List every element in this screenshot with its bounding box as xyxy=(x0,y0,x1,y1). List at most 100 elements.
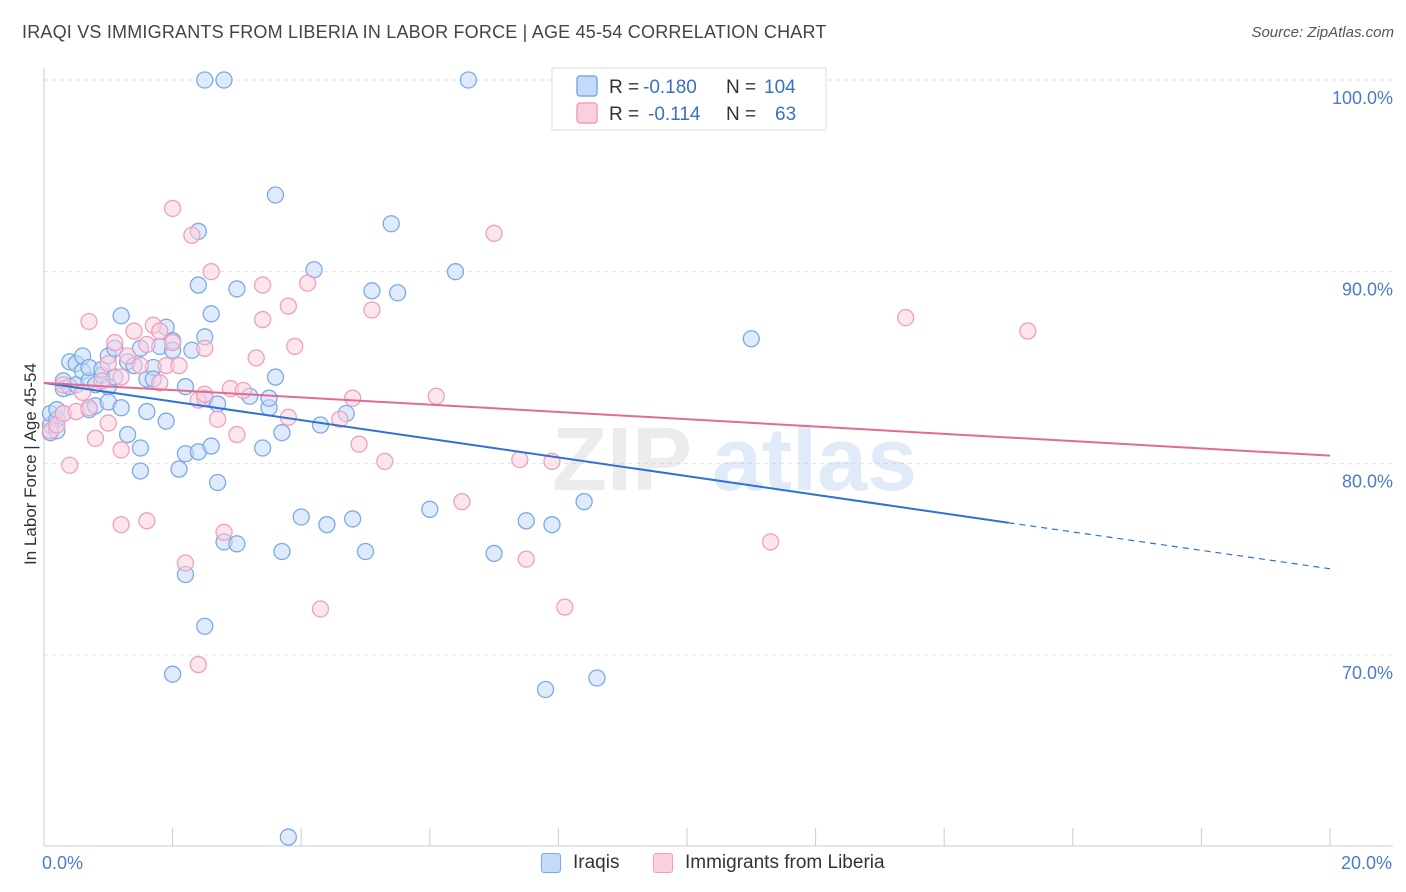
data-point xyxy=(80,399,98,417)
data-point xyxy=(106,333,124,352)
series-liberia xyxy=(41,199,1037,674)
watermark: ZIP atlas xyxy=(552,410,917,510)
data-point xyxy=(228,280,246,298)
data-point xyxy=(421,500,439,518)
data-point xyxy=(292,508,310,526)
data-point xyxy=(202,437,220,455)
data-point xyxy=(556,598,574,616)
data-point xyxy=(138,512,156,530)
bottom-legend-swatch-liberia xyxy=(653,853,673,873)
data-point xyxy=(215,523,233,541)
data-point xyxy=(286,337,304,356)
data-point xyxy=(279,828,297,846)
data-point xyxy=(189,655,207,674)
data-point xyxy=(196,617,214,635)
data-point xyxy=(273,424,291,442)
data-point xyxy=(125,322,143,340)
data-point xyxy=(163,665,182,683)
data-point xyxy=(170,356,188,375)
bottom-legend-label-liberia: Immigrants from Liberia xyxy=(685,852,885,873)
data-point xyxy=(163,199,182,218)
data-point xyxy=(118,347,137,365)
data-point xyxy=(279,297,297,315)
data-point xyxy=(247,349,265,367)
data-point xyxy=(157,412,175,430)
trend-line-liberia xyxy=(43,381,1331,457)
axes xyxy=(43,68,1393,847)
data-point xyxy=(253,310,272,329)
data-point xyxy=(234,381,252,400)
y-tick-labels: 100.0% 90.0% 80.0% 70.0% xyxy=(1332,88,1393,683)
data-point xyxy=(112,516,130,534)
data-point xyxy=(318,516,336,534)
data-point xyxy=(86,429,105,448)
y-axis-label: In Labor Force | Age 45-54 xyxy=(21,363,40,565)
legend-swatch-iraqis xyxy=(576,75,598,97)
data-point xyxy=(260,389,278,407)
data-point xyxy=(376,452,394,471)
data-point xyxy=(183,226,201,244)
data-point xyxy=(896,309,915,327)
data-point xyxy=(459,71,478,89)
data-point xyxy=(163,333,182,352)
data-point xyxy=(343,510,362,528)
y-tick-label: 100.0% xyxy=(1332,88,1393,108)
data-point xyxy=(311,416,330,434)
data-point xyxy=(266,368,285,386)
legend-r-label-iraqis: R = xyxy=(609,77,639,98)
data-point xyxy=(112,307,130,325)
data-point xyxy=(517,550,535,568)
legend-swatch-liberia xyxy=(576,102,598,124)
data-point xyxy=(208,410,227,428)
data-point xyxy=(298,274,317,292)
y-tick-label: 80.0% xyxy=(1342,471,1393,491)
data-point xyxy=(189,276,207,294)
x-tick-left: 0.0% xyxy=(42,853,83,873)
data-point xyxy=(202,263,220,281)
data-point xyxy=(485,544,503,563)
data-point xyxy=(228,425,246,444)
data-point xyxy=(536,680,555,699)
data-point xyxy=(112,368,130,386)
data-point xyxy=(363,282,381,300)
data-point xyxy=(453,493,471,511)
data-point xyxy=(446,263,465,281)
legend-n-label-iraqis: N = xyxy=(726,77,756,98)
data-point xyxy=(202,305,220,323)
data-point xyxy=(363,301,381,319)
data-point xyxy=(575,493,593,511)
data-point xyxy=(517,512,535,530)
grid-lines xyxy=(44,79,1393,656)
data-point xyxy=(588,669,606,687)
data-point xyxy=(343,389,362,407)
data-point xyxy=(543,516,561,534)
data-point xyxy=(427,387,445,405)
bottom-legend-label-iraqis: Iraqis xyxy=(573,852,620,873)
data-point xyxy=(196,339,214,357)
data-point xyxy=(176,378,195,396)
data-point xyxy=(151,374,169,392)
data-point xyxy=(99,355,117,373)
data-point xyxy=(131,439,150,457)
legend-r-label-liberia: R = xyxy=(609,104,639,125)
data-point xyxy=(118,425,137,444)
trend-line-iraqis-extension xyxy=(1008,522,1331,570)
data-point xyxy=(253,276,272,294)
data-point xyxy=(215,71,233,89)
bottom-legend-iraqis: Iraqis xyxy=(541,852,619,874)
data-point xyxy=(511,450,529,469)
data-point xyxy=(170,460,188,478)
data-point xyxy=(228,535,246,553)
data-point xyxy=(382,215,400,233)
data-point xyxy=(196,71,214,89)
data-point xyxy=(80,312,98,331)
bottom-legend-swatch-iraqis xyxy=(541,853,561,873)
data-point xyxy=(196,385,214,403)
data-point xyxy=(273,542,291,561)
data-point xyxy=(131,462,150,480)
data-point xyxy=(99,414,117,432)
data-point xyxy=(176,554,195,572)
y-tick-label: 70.0% xyxy=(1342,663,1393,683)
data-point xyxy=(742,330,760,348)
trend-lines xyxy=(43,381,1331,570)
